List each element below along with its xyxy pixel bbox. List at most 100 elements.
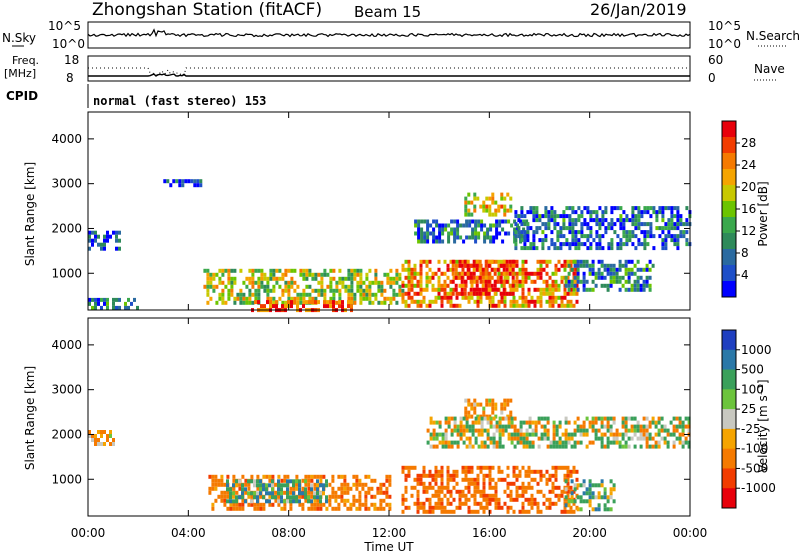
heatmap-cell <box>470 493 474 498</box>
heatmap-cell <box>669 420 673 425</box>
heatmap-cell <box>609 432 613 437</box>
heatmap-cell <box>637 214 641 219</box>
heatmap-cell <box>612 420 616 425</box>
heatmap-cell <box>266 276 270 281</box>
heatmap-cell <box>556 222 560 227</box>
heatmap-cell <box>600 283 604 288</box>
heatmap-cell <box>441 223 445 228</box>
heatmap-cell <box>438 235 442 240</box>
heatmap-cell <box>498 416 502 421</box>
heatmap-cell <box>530 485 534 490</box>
heatmap-cell <box>485 204 489 209</box>
heatmap-cell <box>612 487 616 492</box>
heatmap-cell <box>245 276 249 281</box>
heatmap-cell <box>564 503 568 508</box>
heatmap-cell <box>506 473 510 478</box>
heatmap-cell <box>594 507 598 512</box>
heatmap-cell <box>329 276 333 281</box>
heatmap-cell <box>260 272 264 277</box>
heatmap-cell <box>476 196 480 201</box>
heatmap-cell <box>624 279 628 284</box>
heatmap-cell <box>302 272 306 277</box>
heatmap-cell <box>468 223 472 228</box>
heatmap-cell <box>562 226 566 231</box>
heatmap-cell <box>458 271 462 276</box>
heatmap-cell <box>476 299 480 304</box>
heatmap-cell <box>522 440 526 445</box>
heatmap-cell <box>502 271 506 276</box>
heatmap-cell <box>554 501 558 506</box>
heatmap-cell <box>244 490 248 495</box>
heatmap-cell <box>589 226 593 231</box>
heatmap-cell <box>579 259 583 264</box>
heatmap-cell <box>88 430 91 434</box>
heatmap-cell <box>323 304 326 309</box>
heatmap-cell <box>453 428 457 433</box>
heatmap-cell <box>272 284 276 289</box>
heatmap-cell <box>526 226 530 231</box>
heatmap-cell <box>277 502 281 507</box>
heatmap-cell <box>513 416 517 421</box>
heatmap-cell <box>573 444 577 449</box>
heatmap-cell <box>500 505 504 510</box>
heatmap-cell <box>106 230 109 235</box>
heatmap-cell <box>482 291 486 296</box>
heatmap-cell <box>597 483 601 488</box>
heatmap-cell <box>624 432 628 437</box>
heatmap-cell <box>414 223 418 228</box>
heatmap-cell <box>566 259 570 264</box>
heatmap-cell <box>664 242 668 247</box>
heatmap-cell <box>229 495 232 500</box>
heatmap-cell <box>624 440 628 445</box>
colorbar-tick-label: -500 <box>741 461 768 475</box>
heatmap-cell <box>232 502 236 507</box>
heatmap-cell <box>307 490 311 495</box>
heatmap-cell <box>465 223 469 228</box>
heatmap-cell <box>467 402 471 407</box>
heatmap-cell <box>566 469 570 474</box>
heatmap-cell <box>475 279 479 284</box>
heatmap-cell <box>524 473 528 478</box>
heatmap-cell <box>109 442 112 446</box>
heatmap-cell <box>452 477 456 482</box>
heatmap-cell <box>658 206 662 211</box>
heatmap-cell <box>636 267 640 272</box>
heatmap-cell <box>497 303 501 308</box>
heatmap-cell <box>609 271 613 276</box>
heatmap-cell <box>532 238 536 243</box>
heatmap-cell <box>525 436 529 441</box>
heatmap-cell <box>299 300 303 305</box>
heatmap-cell <box>580 210 584 215</box>
heatmap-cell <box>682 222 686 227</box>
heatmap-cell <box>260 284 264 289</box>
heatmap-cell <box>518 295 522 300</box>
heatmap-cell <box>572 267 576 272</box>
heatmap-cell <box>621 436 625 441</box>
heatmap-cell <box>566 299 570 304</box>
heatmap-cell <box>560 263 564 268</box>
heatmap-cell <box>536 267 540 272</box>
heatmap-cell <box>468 235 472 240</box>
heatmap-cell <box>317 292 321 297</box>
heatmap-cell <box>269 296 273 301</box>
heatmap-cell <box>591 263 595 268</box>
heatmap-cell <box>432 227 436 232</box>
heatmap-cell <box>401 493 405 498</box>
heatmap-cell <box>670 222 674 227</box>
heatmap-cell <box>601 246 605 251</box>
heatmap-cell <box>499 291 503 296</box>
heatmap-cell <box>504 428 508 433</box>
heatmap-cell <box>521 287 525 292</box>
heatmap-cell <box>568 242 572 247</box>
heatmap-cell <box>666 444 670 449</box>
heatmap-cell <box>631 222 635 227</box>
heatmap-cell <box>221 296 225 301</box>
heatmap-cell <box>386 276 390 281</box>
heatmap-cell <box>542 287 546 292</box>
heatmap-cell <box>633 444 637 449</box>
heatmap-cell <box>241 491 244 496</box>
heatmap-cell <box>340 474 344 479</box>
heatmap-cell <box>655 218 659 223</box>
heatmap-cell <box>88 234 91 239</box>
heatmap-cell <box>444 444 448 449</box>
